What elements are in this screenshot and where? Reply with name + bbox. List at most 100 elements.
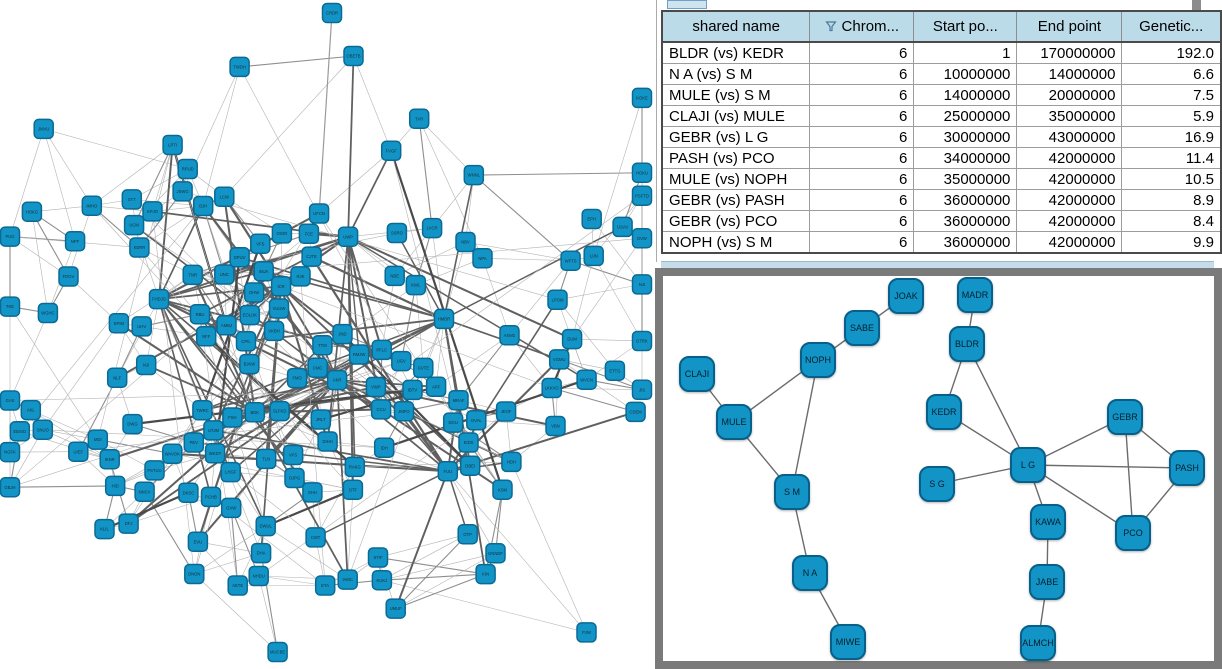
network-node[interactable]: KERR — [129, 237, 150, 258]
network-node[interactable]: PFLC — [371, 339, 392, 361]
network-node[interactable]: DKSC — [178, 482, 199, 503]
network-node[interactable]: CCU — [370, 399, 392, 420]
network-node[interactable]: EBSIO — [9, 421, 31, 442]
scrollbar-thumb[interactable] — [1192, 0, 1201, 10]
network-node[interactable]: DUM — [561, 328, 583, 350]
network-node[interactable]: AKR — [326, 369, 348, 391]
network-node[interactable]: FCE — [298, 223, 320, 245]
network-node[interactable]: ETTG — [604, 360, 626, 381]
network-node[interactable]: VUUW — [268, 298, 290, 319]
network-node[interactable]: HOKU — [631, 162, 653, 184]
network-node[interactable]: SLFKD — [269, 400, 290, 422]
network-node[interactable]: JSWG — [172, 181, 193, 202]
network-node[interactable]: TWRC — [192, 399, 213, 421]
network-node-kawa[interactable]: KAWA — [1030, 504, 1066, 540]
network-node-madr[interactable]: MADR — [957, 277, 993, 313]
network-node-sg[interactable]: S G — [919, 466, 955, 502]
table-row[interactable]: N A (vs) S M 6 10000000 14000000 6.6 — [661, 63, 1222, 85]
network-edge-bldr-lg[interactable] — [966, 343, 1029, 466]
network-node[interactable]: DBEI — [459, 455, 481, 476]
network-node[interactable]: DPUV — [229, 247, 250, 268]
network-node[interactable]: CMC — [307, 357, 328, 379]
network-node[interactable]: CWT — [305, 527, 326, 548]
network-node[interactable]: GAS — [0, 390, 21, 411]
network-node[interactable]: UHV — [131, 316, 152, 337]
filter-icon[interactable] — [824, 20, 837, 32]
network-node-bldr[interactable]: BLDR — [949, 326, 985, 362]
network-node[interactable]: EVU — [187, 531, 209, 553]
network-node[interactable]: UGV — [391, 350, 412, 372]
network-node[interactable]: SSRO — [386, 222, 408, 244]
network-node[interactable]: DWG — [122, 413, 143, 435]
network-node[interactable]: KUKJ — [371, 569, 393, 591]
network-node-joak[interactable]: JOAK — [888, 278, 924, 314]
network-node[interactable]: PSTUU — [144, 460, 165, 481]
network-node[interactable]: TKE — [0, 296, 21, 317]
network-node[interactable]: KWL — [405, 274, 427, 296]
network-node[interactable]: IAMC — [337, 569, 358, 590]
network-node[interactable]: UIEF — [68, 441, 89, 462]
network-node-almch[interactable]: ALMCH — [1020, 625, 1056, 661]
column-header-startpo[interactable]: Start po... — [913, 10, 1018, 43]
network-node[interactable]: PSFTD — [631, 185, 653, 207]
network-node[interactable]: USAV — [612, 216, 633, 238]
network-node[interactable]: CRDR — [321, 2, 343, 24]
network-node[interactable]: SNUO — [32, 419, 54, 441]
network-node[interactable]: BDK — [244, 402, 266, 423]
network-node[interactable]: CJTE — [301, 246, 322, 267]
table-row[interactable]: CLAJI (vs) MULE 6 25000000 35000000 5.9 — [661, 105, 1222, 127]
network-node[interactable]: NFF — [195, 326, 217, 347]
network-node[interactable]: NPA — [472, 248, 493, 269]
network-node[interactable]: LPTI — [162, 134, 183, 156]
network-node[interactable]: GBJH — [0, 476, 21, 498]
network-node[interactable]: TTM — [312, 335, 333, 356]
network-node[interactable]: UWP — [337, 226, 359, 248]
network-node[interactable]: PCHB — [200, 486, 222, 508]
network-node[interactable]: CDEM — [625, 401, 646, 423]
network-node[interactable]: BJKW — [239, 353, 260, 375]
network-node[interactable]: VWP — [365, 376, 387, 398]
network-node[interactable]: UCM — [123, 214, 145, 236]
main-network-canvas[interactable]: CRDR PEV PUG EOLUK OIGR NPF TAR TTM OJPG EVU VWP NJ… — [0, 0, 655, 669]
network-node-lg[interactable]: L G — [1010, 447, 1046, 483]
network-node[interactable]: HMDR — [433, 308, 455, 330]
network-node[interactable]: AETE — [227, 575, 248, 596]
table-row[interactable]: GEBR (vs) L G 6 30000000 43000000 16.9 — [661, 126, 1222, 148]
network-node[interactable]: LPOM — [547, 289, 568, 311]
network-node[interactable]: LVCR — [421, 217, 443, 239]
table-row[interactable]: PASH (vs) PCO 6 34000000 42000000 11.4 — [661, 147, 1222, 169]
network-node-kedr[interactable]: KEDR — [926, 394, 962, 430]
network-node[interactable]: ETA — [314, 575, 336, 596]
network-node[interactable]: NJI — [631, 274, 653, 295]
network-node-sm[interactable]: S M — [774, 474, 810, 510]
network-node[interactable]: NBV — [455, 231, 476, 253]
network-node[interactable]: VGMU — [548, 349, 570, 370]
network-node-jabe[interactable]: JABE — [1029, 564, 1065, 600]
network-node[interactable]: DNON — [184, 563, 205, 585]
network-node[interactable]: FHDJG — [148, 288, 170, 310]
network-node[interactable]: IMJA — [253, 260, 274, 282]
network-node[interactable]: WNNL — [463, 164, 485, 186]
network-node[interactable]: DHW — [243, 282, 265, 303]
network-node[interactable]: FDGV — [58, 266, 79, 287]
network-node[interactable]: DWUL — [255, 515, 276, 537]
network-node[interactable]: OTP — [457, 523, 478, 545]
network-node[interactable]: UMUF — [385, 598, 406, 619]
column-header-endpoint[interactable]: End point — [1016, 10, 1123, 43]
network-node[interactable]: MUCBE — [267, 641, 288, 663]
network-node-pash[interactable]: PASH — [1169, 450, 1205, 486]
network-node[interactable]: NNCV — [134, 481, 155, 503]
network-node[interactable]: HDH — [501, 451, 522, 473]
network-node[interactable]: APF — [425, 376, 447, 398]
network-node[interactable]: RPUD — [177, 158, 198, 180]
network-node[interactable]: OVAL — [466, 409, 487, 431]
network-node[interactable]: FMO — [286, 367, 308, 389]
network-node-claji[interactable]: CLAJI — [679, 356, 715, 392]
network-node[interactable]: OIGR — [271, 223, 293, 244]
network-node[interactable]: WFTS — [560, 250, 581, 271]
network-node[interactable]: GNNDF — [485, 543, 506, 564]
table-row[interactable]: NOPH (vs) S M 6 36000000 42000000 9.9 — [661, 231, 1222, 254]
network-node[interactable]: NLF — [106, 367, 128, 389]
network-node[interactable]: OTF — [342, 479, 364, 501]
network-node[interactable]: DGU — [442, 412, 464, 433]
